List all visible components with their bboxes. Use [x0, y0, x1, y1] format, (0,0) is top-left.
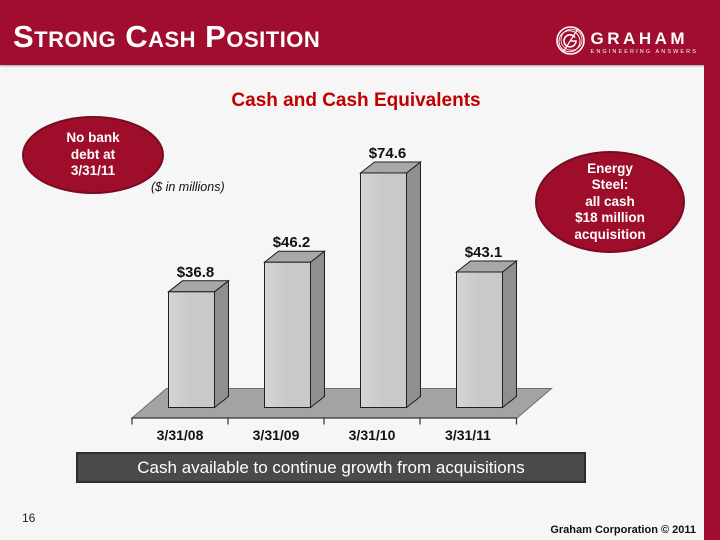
callout-line: acquisition: [574, 226, 646, 242]
bar-front-face: [456, 271, 503, 408]
page-title: Strong Cash Position: [13, 19, 321, 54]
bar-3/31/08: $36.8: [167, 264, 230, 409]
graham-medallion-icon: [554, 24, 587, 62]
bar-front-face: [168, 291, 215, 409]
bar-value-label: $46.2: [273, 234, 311, 251]
bar-top-face: [263, 250, 326, 263]
bar-front-face: [264, 261, 311, 408]
logo-tagline: ENGINEERING ANSWERS: [590, 49, 698, 56]
callout-line: $18 million: [575, 210, 645, 226]
page-number: 16: [22, 511, 36, 525]
bar-side-face: [406, 160, 421, 409]
callout-line: all cash: [585, 193, 635, 209]
x-axis-label: 3/31/09: [253, 427, 300, 443]
x-axis-label: 3/31/08: [157, 427, 204, 443]
header-bar: Strong Cash Position GRAHAM ENGINEERING …: [0, 0, 720, 65]
callout-line: 3/31/11: [70, 163, 116, 179]
bar-front-face: [360, 172, 407, 408]
callout-line: Energy: [587, 160, 633, 176]
x-axis-label: 3/31/10: [349, 427, 396, 443]
logo-text: GRAHAM ENGINEERING ANSWERS: [591, 30, 698, 56]
bar-value-label: $43.1: [465, 244, 503, 261]
callout-energy-steel: Energy Steel: all cash $18 million acqui…: [535, 151, 685, 253]
bar-side-face: [502, 259, 517, 409]
logo-name: GRAHAM: [590, 29, 689, 49]
bar-top-face: [455, 260, 518, 273]
callout-line: debt at: [70, 146, 116, 162]
bar-side-face: [310, 250, 325, 409]
bar-side-face: [214, 279, 229, 409]
callout-line: Steel:: [591, 177, 629, 193]
bar-3/31/09: $46.2: [263, 234, 326, 409]
bar-value-label: $74.6: [369, 145, 407, 162]
units-note: ($ in millions): [151, 180, 225, 194]
takeaway-banner: Cash available to continue growth from a…: [76, 452, 586, 483]
bar-value-label: $36.8: [177, 264, 215, 281]
copyright: Graham Corporation © 2011: [550, 524, 696, 536]
bar-3/31/11: $43.1: [455, 244, 518, 409]
chart-floor: [130, 388, 553, 419]
graham-logo: GRAHAM ENGINEERING ANSWERS: [554, 24, 698, 62]
bar-3/31/10: $74.6: [359, 145, 422, 409]
bar-top-face: [359, 161, 422, 174]
x-axis-label: 3/31/11: [445, 427, 491, 443]
bar-top-face: [167, 280, 230, 293]
right-accent-strip: [704, 65, 720, 540]
callout-line: No bank: [66, 130, 120, 146]
takeaway-banner-text: Cash available to continue growth from a…: [137, 457, 525, 477]
chart-title: Cash and Cash Equivalents: [231, 90, 481, 111]
callout-no-bank-debt: No bank debt at 3/31/11: [22, 116, 164, 194]
